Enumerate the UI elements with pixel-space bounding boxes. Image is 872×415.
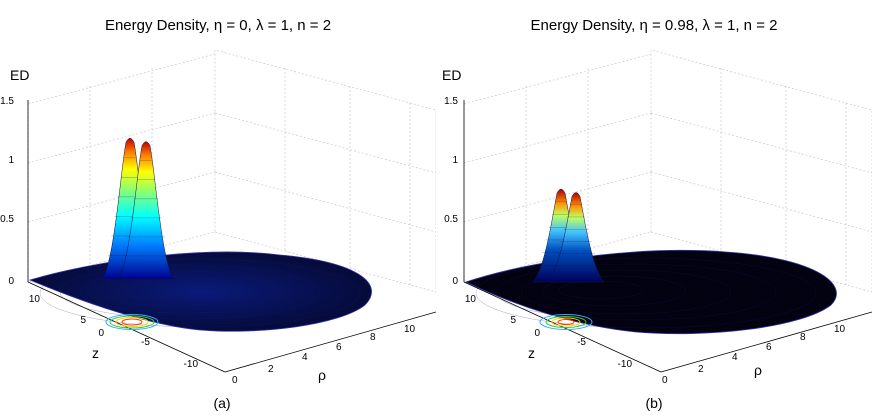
rho-tick-label: 6 <box>766 342 772 353</box>
zaxis-tick-label: 5 <box>80 315 86 326</box>
chart-panel-a: Energy Density, η = 0, λ = 1, n = 2 1.5 … <box>0 17 436 411</box>
panel-caption: (a) <box>213 395 230 411</box>
panel-caption: (b) <box>645 395 662 411</box>
rho-tick-label: 0 <box>662 375 668 386</box>
rho-tick-label: 4 <box>302 352 308 363</box>
z-tick-label: 0.5 <box>0 214 14 225</box>
z-axis-label: ED <box>442 67 461 83</box>
floor-contours <box>475 257 817 329</box>
rho-tick-label: 10 <box>404 324 416 335</box>
z-tick-label: 0 <box>8 276 14 287</box>
zaxis-tick-label: -10 <box>618 359 633 370</box>
base-contours <box>539 314 593 330</box>
peaks-group <box>101 138 175 280</box>
y-axis-label: z <box>92 345 99 361</box>
rho-tick-label: 8 <box>370 332 376 343</box>
zaxis-tick-label: 10 <box>465 294 477 305</box>
y-axis-label: z <box>528 345 535 361</box>
zaxis-tick-label: -10 <box>184 359 199 370</box>
zaxis-tick-label: -5 <box>577 337 586 348</box>
back-wall-grid <box>463 49 872 293</box>
rho-tick-label: 6 <box>336 342 342 353</box>
z-tick-label: 1 <box>452 155 458 166</box>
zaxis-tick-label: -5 <box>141 337 150 348</box>
zaxis-tick-label: 5 <box>510 315 516 326</box>
chart-title: Energy Density, η = 0, λ = 1, n = 2 <box>105 17 331 34</box>
rho-tick-label: 8 <box>800 332 806 343</box>
rho-tick-label: 2 <box>268 364 274 375</box>
z-tick-label: 1.5 <box>0 96 14 107</box>
surface-plot-a: Energy Density, η = 0, λ = 1, n = 2 1.5 … <box>0 17 436 411</box>
zaxis-tick-label: 0 <box>98 328 104 339</box>
floor-contours <box>39 258 361 328</box>
z-tick-label: 0.5 <box>444 214 458 225</box>
chart-panel-b: Energy Density, η = 0.98, λ = 1, n = 2 1… <box>436 0 872 415</box>
rho-tick-label: 2 <box>698 364 704 375</box>
chart-title: Energy Density, η = 0.98, λ = 1, n = 2 <box>531 17 778 34</box>
rho-tick-label: 4 <box>732 352 738 363</box>
zaxis-tick-label: 0 <box>534 328 540 339</box>
z-tick-label: 0 <box>452 276 458 287</box>
zaxis-tick-label: 10 <box>29 294 41 305</box>
peaks-group <box>532 188 605 283</box>
z-tick-label: 1 <box>8 155 14 166</box>
surface-plot-b: Energy Density, η = 0.98, λ = 1, n = 2 1… <box>442 17 872 411</box>
rho-tick-label: 10 <box>834 324 846 335</box>
x-axis-label: ρ <box>754 362 762 378</box>
axis-frame <box>27 100 436 373</box>
peak-surface <box>547 192 605 283</box>
z-axis-label: ED <box>10 67 29 83</box>
base-contours <box>105 314 159 330</box>
peak-surface <box>117 141 175 280</box>
x-axis-label: ρ <box>318 367 326 383</box>
surface-floor <box>464 250 837 335</box>
rho-tick-label: 0 <box>232 375 238 386</box>
z-tick-label: 1.5 <box>444 96 458 107</box>
